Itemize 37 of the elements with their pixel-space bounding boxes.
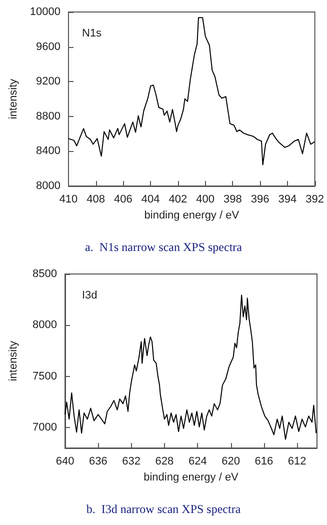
text: b. I3d narrow scan XPS spectra [86,502,242,516]
y-tick-label: 9600 [36,40,60,53]
y-tick-label: 7500 [32,370,57,382]
x-tick-label: 404 [141,194,160,206]
x-axis-title: binding energy / eV [144,472,240,484]
x-tick-label: 620 [222,456,240,468]
x-tick-label: 394 [278,194,297,206]
annotation: I3d [82,290,98,302]
y-tick-label: 9200 [36,76,60,88]
x-tick-label: 624 [188,456,207,468]
x-tick-label: 628 [155,456,174,468]
line-series [68,17,316,166]
x-tick-label: 406 [114,194,132,206]
x-tick-label: 640 [56,456,74,468]
x-tick-label: 616 [254,456,274,468]
x-tick-label: 400 [196,194,215,206]
text: a. N1s narrow scan XPS spectra [85,240,243,254]
y-tick-label: 8000 [32,319,57,332]
x-tick-label: 410 [59,194,78,206]
x-tick-label: 402 [168,194,188,206]
y-tick-label: 8400 [36,145,60,158]
x-axis-title: binding energy / eV [144,210,240,222]
y-tick-label: 8500 [32,268,57,280]
annotation: N1s [82,28,102,40]
y-tick-label: 8800 [36,110,60,122]
x-tick-label: 408 [86,194,106,206]
x-tick-label: 636 [88,456,108,468]
x-tick-label: 398 [224,194,242,206]
y-axis-title: intensity [8,340,20,382]
y-tick-label: 10000 [30,6,60,18]
x-tick-label: 632 [122,456,140,468]
y-tick-label: 8000 [36,180,60,192]
x-tick-label: 392 [306,194,324,206]
x-tick-label: 396 [250,194,270,206]
y-tick-label: 7000 [32,422,57,434]
x-tick-label: 612 [288,456,306,468]
y-axis-title: intensity [8,78,20,120]
